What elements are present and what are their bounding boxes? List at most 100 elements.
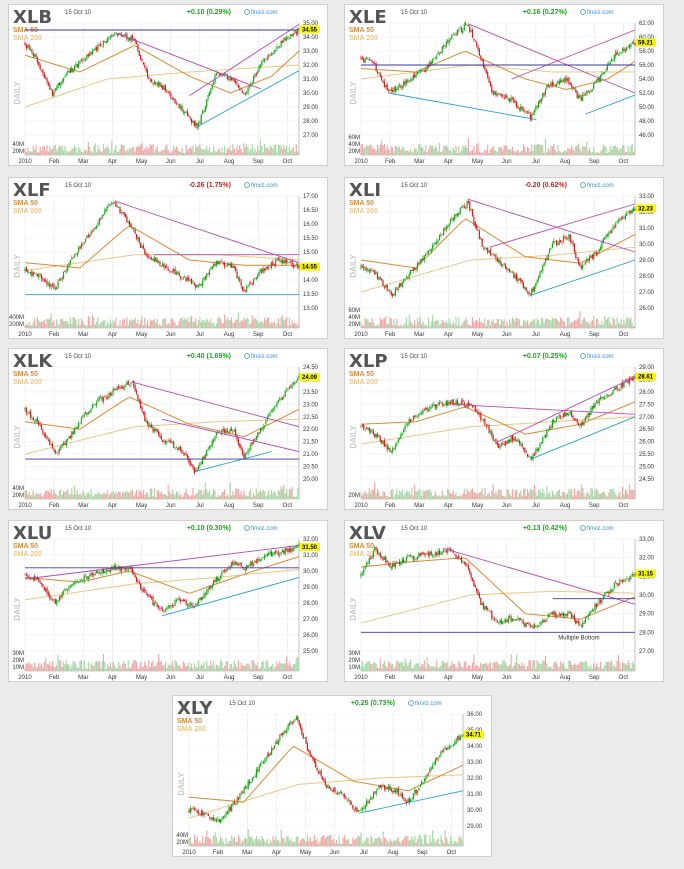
volume-bar	[157, 490, 160, 499]
volume-bar	[566, 493, 569, 499]
volume-bar	[374, 148, 376, 155]
candle-body	[78, 423, 80, 428]
volume-bar	[393, 318, 395, 328]
sma50-legend: SMA 50	[13, 543, 38, 550]
candle-body	[379, 552, 381, 557]
sma50-legend: SMA 50	[349, 543, 374, 550]
volume-bar	[553, 144, 555, 155]
volume-bar	[252, 660, 255, 671]
candle-body	[463, 562, 465, 564]
candle-body	[208, 92, 211, 96]
volume-bar	[192, 322, 194, 328]
candle-body	[115, 388, 117, 390]
volume-bar	[175, 491, 178, 499]
volume-tick-label: 10M	[348, 665, 360, 671]
candle-body	[25, 574, 27, 576]
volume-bar	[53, 666, 55, 671]
volume-bar	[279, 661, 281, 671]
x-tick-label: 2010	[354, 159, 368, 165]
sma50-line	[360, 401, 636, 435]
candle-body	[535, 283, 537, 287]
candle-body	[408, 555, 410, 557]
volume-bar	[602, 491, 604, 499]
candle-body	[95, 47, 98, 51]
candle-body	[47, 82, 50, 86]
volume-bar	[294, 663, 296, 671]
volume-bar	[414, 319, 416, 328]
x-tick-label: Jul	[196, 332, 204, 338]
volume-bar	[620, 319, 622, 328]
volume-tick-label: 60M	[348, 135, 360, 141]
volume-bar	[207, 665, 209, 671]
candle-body	[120, 212, 122, 214]
volume-bar	[29, 664, 32, 671]
candle-body	[47, 284, 50, 285]
y-tick-label: 29.00	[303, 105, 319, 111]
candle-body	[389, 448, 391, 452]
candle-body	[360, 265, 362, 269]
candle-body	[69, 585, 72, 587]
volume-bar	[218, 666, 220, 671]
volume-bar	[189, 496, 191, 499]
volume-bar	[164, 661, 167, 671]
candle-body	[434, 242, 436, 244]
volume-bar	[460, 324, 463, 328]
y-tick-label: 27.00	[639, 649, 655, 655]
candle-body	[569, 412, 571, 414]
candle-body	[71, 67, 73, 72]
volume-bar	[80, 660, 83, 671]
volume-bar	[604, 492, 606, 499]
candle-body	[287, 388, 289, 390]
candle-body	[452, 399, 454, 404]
candle-body	[434, 57, 436, 59]
candle-body	[159, 82, 161, 87]
candle-body	[188, 277, 190, 281]
volume-bar	[499, 146, 501, 155]
candle-body	[569, 611, 571, 613]
volume-bar	[159, 151, 161, 155]
volume-bar	[504, 325, 507, 328]
volume-bar	[244, 494, 246, 499]
volume-bar	[83, 660, 85, 671]
candle-body	[584, 416, 587, 421]
volume-bar	[252, 151, 255, 155]
candle-body	[89, 575, 91, 577]
volume-bar	[217, 149, 219, 155]
candle-body	[416, 416, 419, 418]
volume-bar	[239, 144, 241, 155]
candle-body	[266, 266, 268, 269]
volume-bar	[217, 494, 219, 499]
candle-body	[488, 250, 490, 253]
candle-body	[208, 269, 211, 275]
volume-bar	[50, 666, 52, 671]
volume-bar	[228, 668, 230, 671]
candle-body	[554, 241, 556, 242]
volume-bar	[620, 496, 622, 499]
volume-bar	[111, 323, 113, 328]
candle-body	[230, 77, 233, 80]
volume-bar	[540, 144, 542, 155]
volume-bar	[185, 319, 187, 328]
volume-bar	[178, 321, 180, 328]
candle-body	[35, 54, 37, 58]
candle-body	[455, 214, 457, 216]
volume-bar	[626, 317, 628, 328]
volume-bar	[582, 487, 584, 499]
candle-body	[470, 573, 472, 578]
volume-bar	[112, 320, 114, 328]
candle-body	[394, 445, 397, 449]
volume-bar	[465, 494, 467, 499]
candle-body	[250, 561, 252, 566]
candle-body	[493, 254, 496, 256]
volume-bar	[87, 492, 89, 499]
finviz-logo-icon	[244, 525, 250, 531]
volume-bar	[455, 145, 457, 155]
volume-bar	[50, 313, 52, 328]
candle-body	[382, 440, 384, 444]
candle-body	[455, 555, 457, 558]
candle-body	[157, 82, 160, 86]
volume-bar	[389, 151, 391, 155]
candle-body	[42, 279, 44, 280]
volume-bar	[34, 662, 36, 671]
volume-bar	[360, 321, 362, 328]
